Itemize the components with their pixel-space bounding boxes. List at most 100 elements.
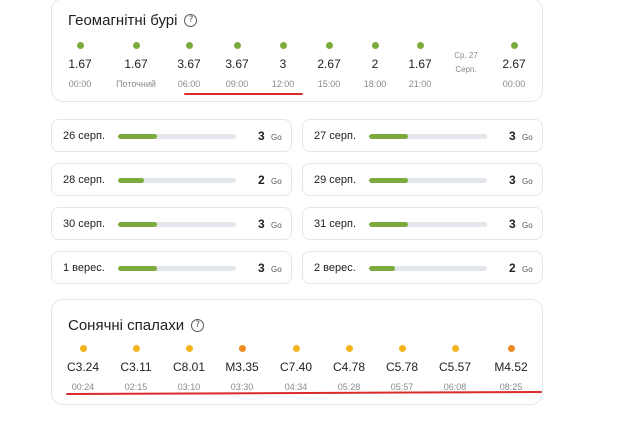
flare-column: C4.78 05:28 (321, 345, 377, 392)
kp-time: 00:00 (502, 79, 526, 89)
kp-value: 3.67 (177, 57, 201, 71)
kp-bar (118, 266, 236, 271)
kp-level-dot (279, 42, 287, 49)
day-forecast-card[interactable]: 29 серп. 3 Go (302, 163, 543, 196)
day-kp-unit: Go (271, 265, 282, 274)
flare-class-dot (451, 345, 459, 352)
flare-class: M3.35 (225, 360, 259, 374)
day-kp-value: 3 (509, 129, 516, 143)
flare-column: M3.35 03:30 (214, 345, 270, 392)
flare-class-dot (238, 345, 246, 352)
day-kp-unit: Go (522, 221, 533, 230)
flare-class: C3.11 (120, 360, 152, 374)
day-forecast-card[interactable]: 26 серп. 3 Go (51, 119, 292, 152)
kp-value: 3 (279, 57, 287, 71)
kp-level-dot (132, 42, 140, 49)
date-label: Ср, 27 (454, 51, 478, 60)
geomagnetic-storms-card: Геомагнітні бурі ? 1.67 00:00 1.67 Поточний… (51, 0, 543, 102)
kp-bar (369, 222, 487, 227)
flare-class: M4.52 (494, 360, 528, 374)
flare-time: 05:28 (337, 382, 361, 392)
day-kp-unit: Go (522, 133, 533, 142)
flare-class: C4.78 (332, 360, 366, 374)
kp-time: Поточний (116, 79, 156, 89)
flare-column: C7.40 04:34 (268, 345, 324, 392)
kp-bar (369, 266, 487, 271)
kp-bar-fill (118, 134, 157, 139)
day-forecast-card[interactable]: 31 серп. 3 Go (302, 207, 543, 240)
flare-time: 05:57 (390, 382, 414, 392)
kp-bar (118, 134, 236, 139)
day-date: 30 серп. (63, 218, 106, 230)
geomagnetic-column: 2.67 15:00 (301, 42, 357, 89)
flare-column: C3.11 02:15 (108, 345, 164, 392)
annotation-underline (184, 93, 303, 95)
kp-bar (369, 178, 487, 183)
flare-time: 08:25 (499, 382, 523, 392)
kp-time: 15:00 (317, 79, 341, 89)
flare-column: C5.57 06:08 (427, 345, 483, 392)
kp-value: 3.67 (225, 57, 249, 71)
flare-time: 03:10 (177, 382, 201, 392)
kp-value: 1.67 (68, 57, 92, 71)
day-kp-value: 3 (258, 129, 265, 143)
flare-class-dot (292, 345, 300, 352)
kp-bar (369, 134, 487, 139)
day-kp-unit: Go (522, 177, 533, 186)
flare-class: C5.78 (385, 360, 419, 374)
flare-class-dot (185, 345, 193, 352)
flare-column: C3.24 00:24 (55, 345, 111, 392)
day-date: 27 серп. (314, 130, 357, 142)
flare-time: 04:34 (284, 382, 308, 392)
day-forecast-card[interactable]: 30 серп. 3 Go (51, 207, 292, 240)
geomagnetic-title: Геомагнітні бурі ? (68, 12, 198, 29)
day-date: 28 серп. (63, 174, 106, 186)
flare-column: M4.52 08:25 (483, 345, 539, 392)
kp-bar-fill (369, 134, 408, 139)
kp-value: 2 (371, 57, 379, 71)
kp-value: 1.67 (408, 57, 432, 71)
kp-time: 06:00 (177, 79, 201, 89)
kp-time: 00:00 (68, 79, 92, 89)
flare-class: C7.40 (279, 360, 313, 374)
day-kp-value: 3 (509, 173, 516, 187)
kp-level-dot (416, 42, 424, 49)
kp-value: 1.67 (124, 57, 148, 71)
kp-value: 2.67 (317, 57, 341, 71)
date-label: Серп. (455, 65, 477, 74)
kp-bar-fill (369, 266, 395, 271)
flare-class-dot (79, 345, 87, 352)
kp-level-dot (325, 42, 333, 49)
day-kp-unit: Go (271, 177, 282, 186)
day-forecast-card[interactable]: 27 серп. 3 Go (302, 119, 543, 152)
flare-class-dot (398, 345, 406, 352)
geomagnetic-column: 2.67 00:00 (486, 42, 542, 89)
question-circle-icon[interactable]: ? (184, 14, 198, 27)
kp-bar-fill (369, 222, 408, 227)
day-kp-unit: Go (522, 265, 533, 274)
day-kp-value: 3 (509, 217, 516, 231)
kp-bar-fill (118, 266, 157, 271)
flare-class-dot (507, 345, 515, 352)
flare-class: C3.24 (66, 360, 100, 374)
flare-class: C5.57 (438, 360, 472, 374)
kp-time: 09:00 (225, 79, 249, 89)
flare-column: C5.78 05:57 (374, 345, 430, 392)
kp-bar (118, 222, 236, 227)
question-circle-icon[interactable]: ? (191, 319, 205, 332)
day-date: 31 серп. (314, 218, 357, 230)
geomagnetic-column: 1.67 Поточний (108, 42, 164, 89)
day-forecast-card[interactable]: 28 серп. 2 Go (51, 163, 292, 196)
kp-time: 12:00 (271, 79, 295, 89)
day-forecast-card[interactable]: 1 верес. 3 Go (51, 251, 292, 284)
kp-value: 2.67 (502, 57, 526, 71)
day-kp-value: 2 (258, 173, 265, 187)
flare-time: 00:24 (71, 382, 95, 392)
kp-level-dot (510, 42, 518, 49)
solar-flares-title: Сонячні спалахи ? (68, 317, 205, 334)
flare-class-dot (132, 345, 140, 352)
flare-column: C8.01 03:10 (161, 345, 217, 392)
day-date: 1 верес. (63, 262, 105, 274)
kp-time: 18:00 (363, 79, 387, 89)
day-forecast-card[interactable]: 2 верес. 2 Go (302, 251, 543, 284)
